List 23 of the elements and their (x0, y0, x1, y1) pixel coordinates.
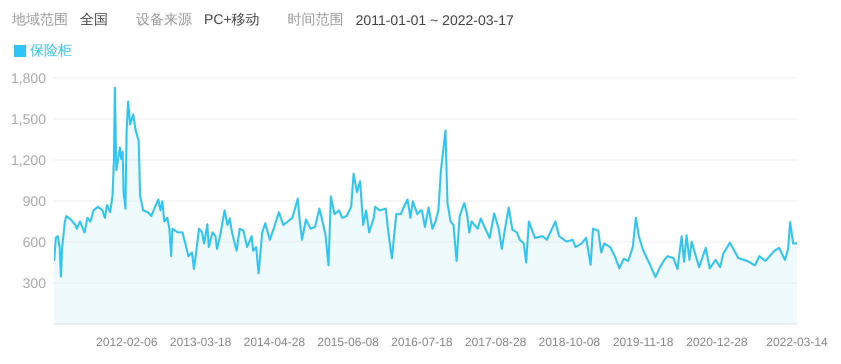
x-tick-label: 2016-07-18 (391, 335, 453, 349)
y-tick-label: 1,500 (10, 110, 46, 127)
text: 设备来源 (136, 11, 192, 29)
x-tick-label: 2022-03-14 (766, 335, 828, 349)
y-tick-label: 900 (22, 192, 46, 209)
y-tick-label: 1,800 (10, 70, 46, 86)
y-tick-label: 600 (22, 234, 46, 250)
x-tick-label: 2015-06-08 (317, 335, 380, 349)
x-tick-label: 2014-04-28 (244, 335, 306, 349)
text: 时间范围 (288, 11, 344, 29)
text: 全国 (80, 11, 108, 29)
x-tick-label: 2017-08-28 (464, 335, 527, 349)
y-tick-label: 300 (22, 274, 46, 291)
x-tick-label: 2020-12-28 (686, 335, 748, 349)
text: 2011-01-01 ~ 2022-03-17 (356, 12, 514, 28)
x-tick-label: 2012-02-06 (96, 335, 158, 349)
text: PC+移动 (204, 11, 260, 29)
y-tick-label: 1,200 (10, 152, 46, 168)
x-tick-label: 2019-11-18 (612, 335, 674, 349)
text: 地域范围 (12, 11, 68, 29)
x-tick-label: 2018-10-08 (538, 335, 600, 349)
x-tick-label: 2013-03-18 (170, 335, 232, 349)
legend-label: 保险柜 (30, 42, 72, 58)
